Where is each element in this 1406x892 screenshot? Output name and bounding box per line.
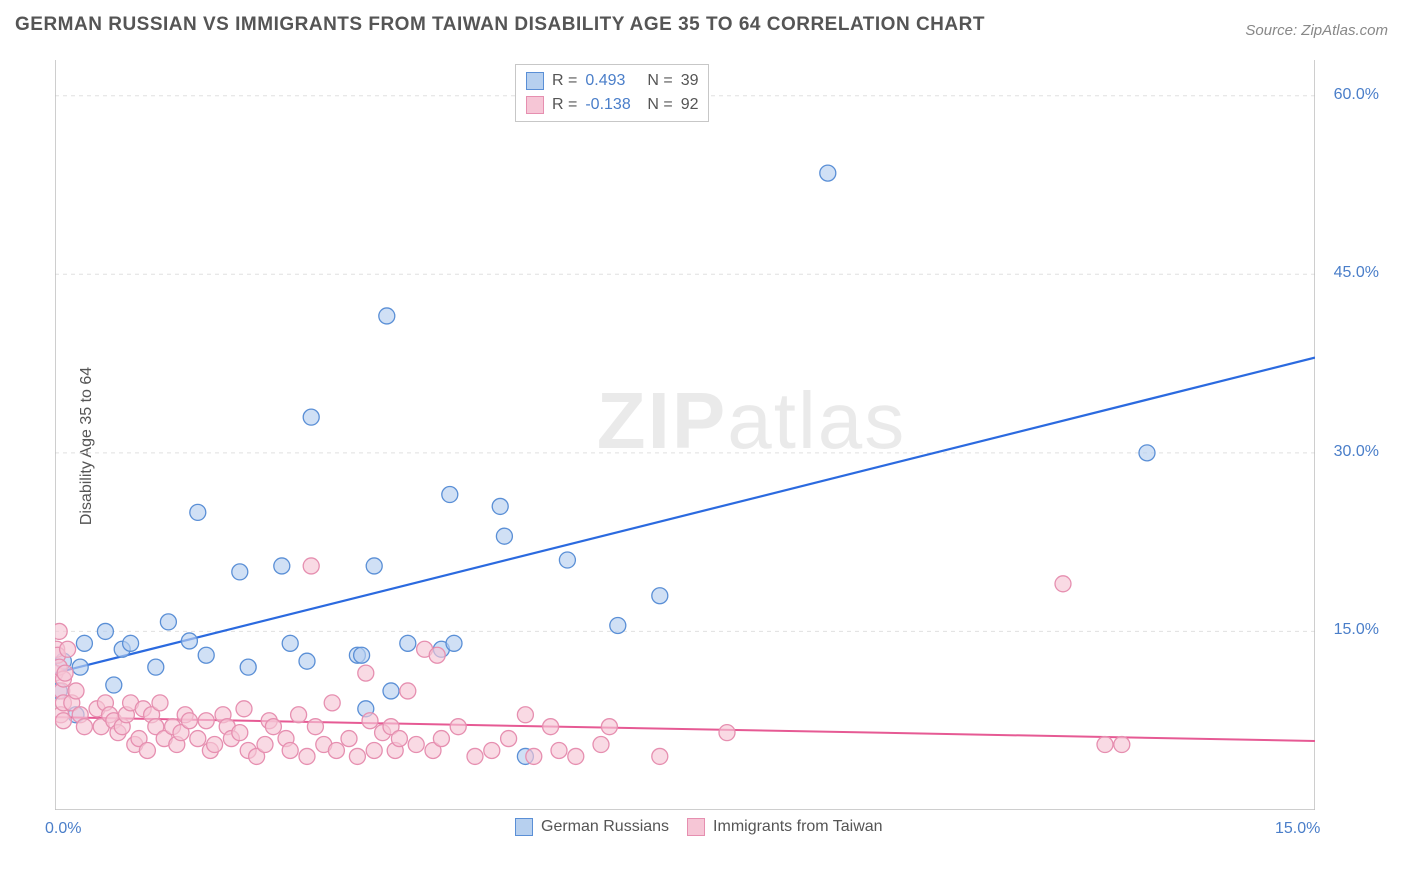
y-tick-label: 45.0% <box>1334 264 1379 282</box>
stats-legend-row: R = 0.493 N = 39 <box>526 69 698 93</box>
series-legend-item: German Russians <box>515 818 669 836</box>
series-legend: German Russians Immigrants from Taiwan <box>515 818 883 836</box>
source-label: Source: ZipAtlas.com <box>1245 22 1388 39</box>
plot-area: 15.0%30.0%45.0%60.0% 0.0%15.0% ZIPatlas … <box>55 60 1315 810</box>
x-tick-label: 15.0% <box>1275 820 1320 838</box>
x-tick-label: 0.0% <box>45 820 81 838</box>
y-tick-label: 60.0% <box>1334 86 1379 104</box>
y-tick-label: 15.0% <box>1334 621 1379 639</box>
scatter-svg <box>55 60 1315 810</box>
y-tick-label: 30.0% <box>1334 443 1379 461</box>
stats-legend-row: R = -0.138 N = 92 <box>526 93 698 117</box>
series-legend-item: Immigrants from Taiwan <box>687 818 883 836</box>
chart-title: GERMAN RUSSIAN VS IMMIGRANTS FROM TAIWAN… <box>15 14 985 36</box>
stats-legend: R = 0.493 N = 39 R = -0.138 N = 92 <box>515 64 709 122</box>
